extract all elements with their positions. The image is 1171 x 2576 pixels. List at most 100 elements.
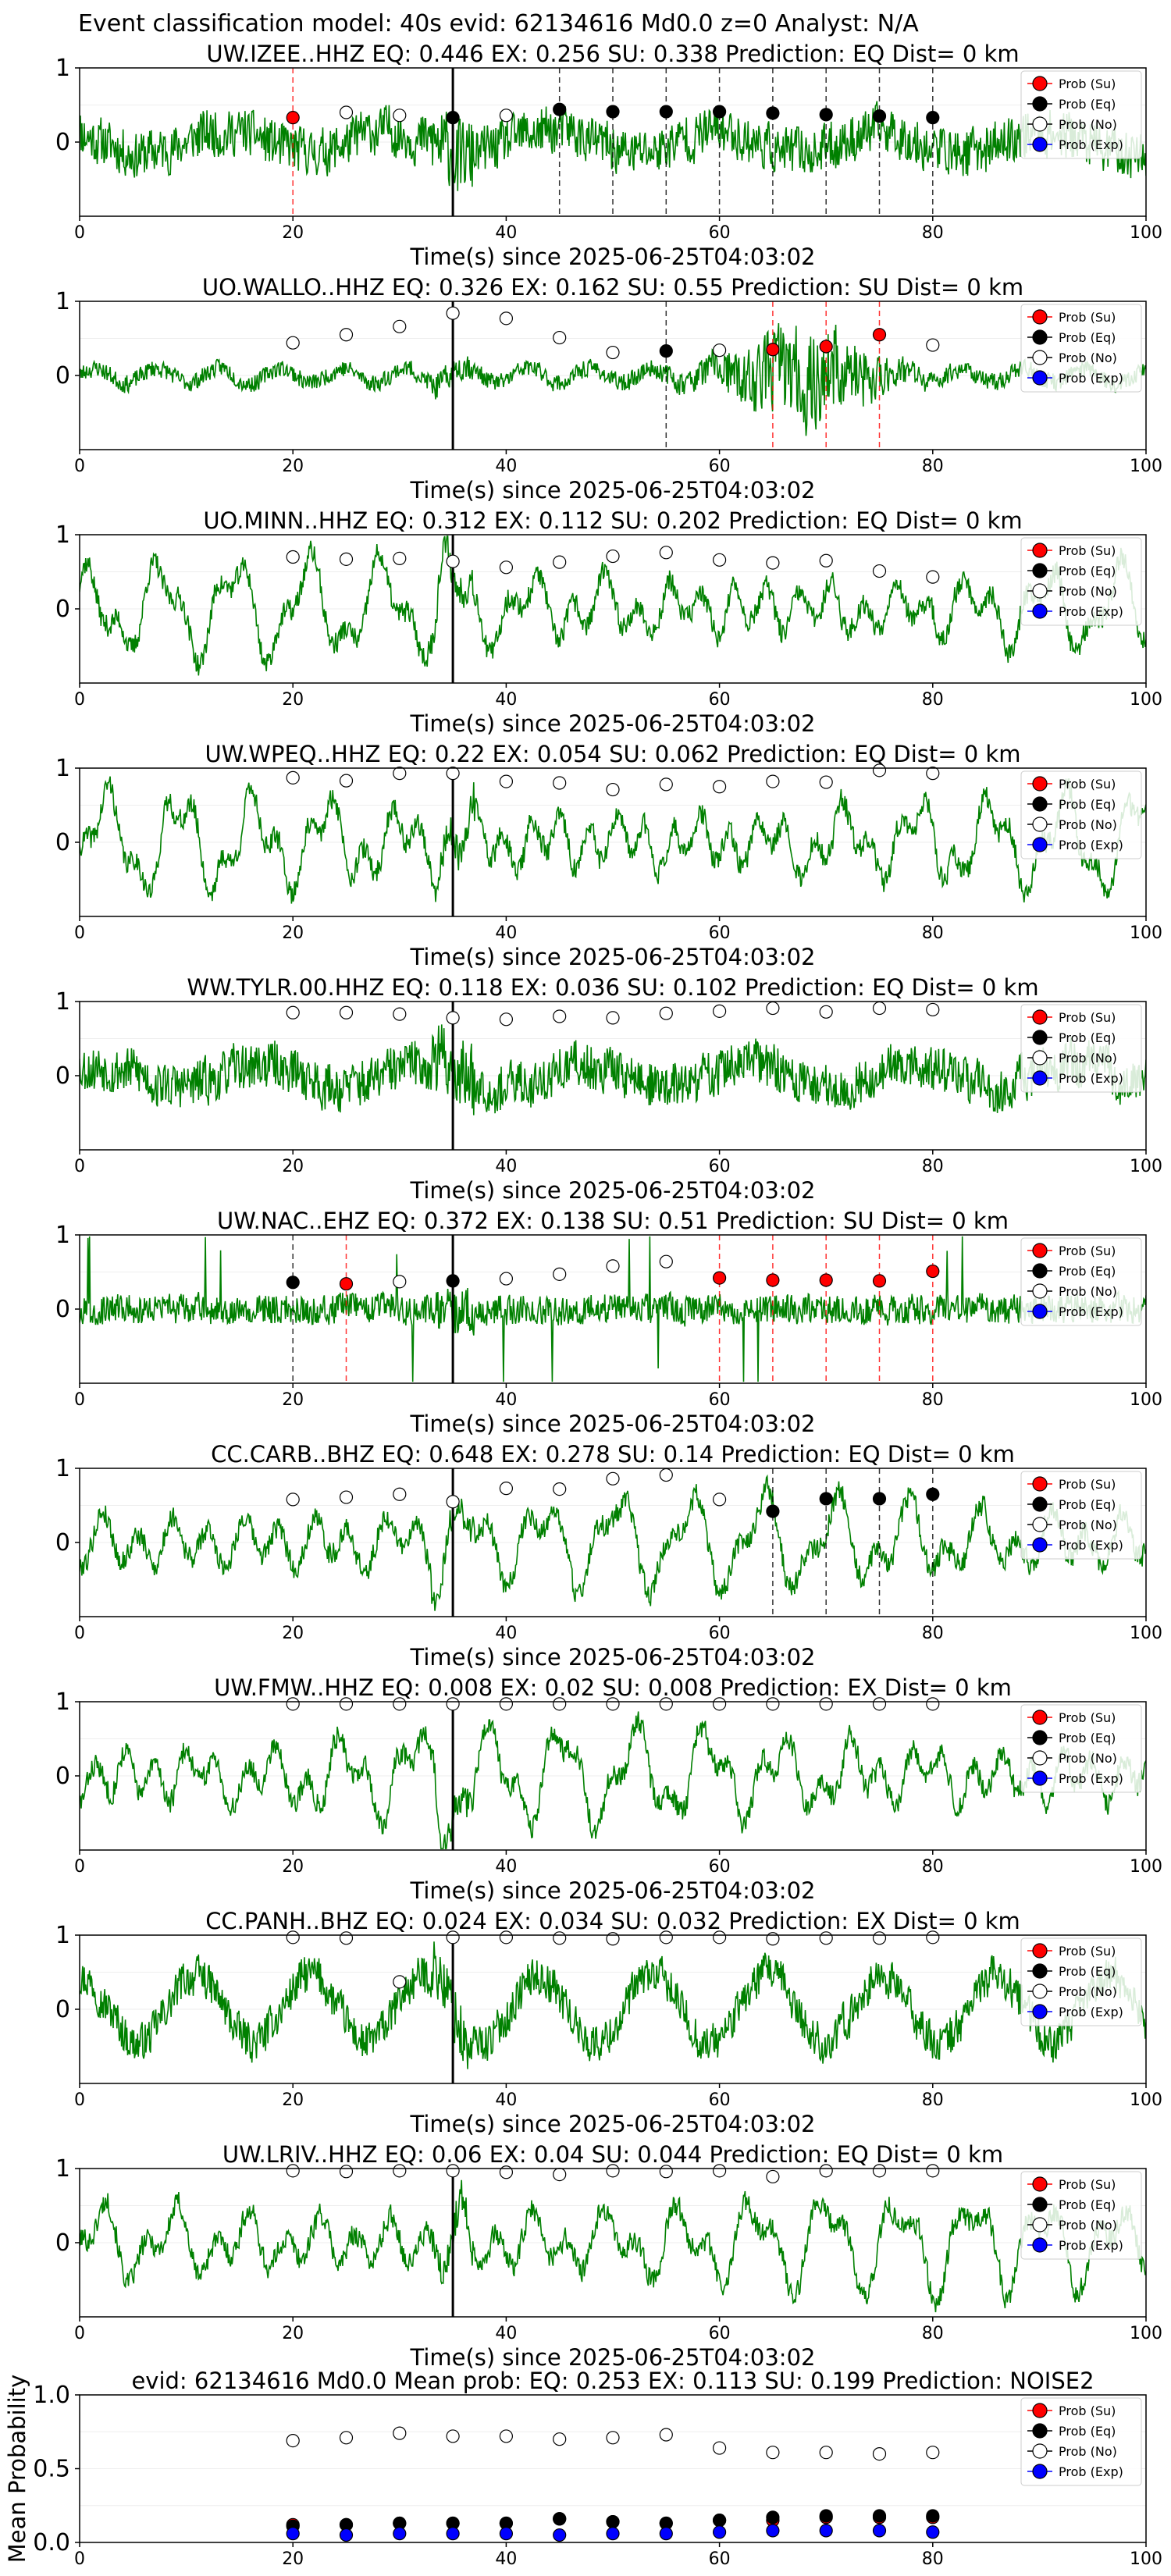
legend-label-su: Prob (Su) [1059,777,1116,792]
panel-xtick-label: 0 [74,2090,85,2110]
panel-xtick-label: 100 [1130,2090,1162,2110]
prob-marker-no [339,105,354,119]
waveform-trace [80,1236,1146,1382]
axes-frame [79,1234,1147,1384]
panel-xtick-label: 40 [495,923,517,943]
legend-label-eq: Prob (Eq) [1059,564,1116,578]
prob-marker-no [339,774,354,788]
prob-marker-su [926,1264,940,1279]
mean-axes-frame [79,2394,1147,2543]
prob-marker-su [819,1273,833,1287]
legend-box [1020,770,1142,859]
legend-label-exp: Prob (Exp) [1059,2238,1123,2253]
panel-xtick-label: 60 [709,1857,731,1877]
panel-xtick-label: 60 [709,923,731,943]
axes-frame [79,2168,1147,2318]
legend-box [1020,2171,1142,2260]
prob-marker-no [393,1487,407,1501]
legend-marker-eq [1032,1730,1048,1745]
panel-xtick-label: 60 [709,223,731,243]
prob-marker-no [286,1930,300,1944]
panel-xtick-label: 20 [282,2090,304,2110]
mean-point-no [766,2446,780,2460]
panel-xtick-label: 60 [709,2324,731,2343]
panel-xtick-label: 100 [1130,1857,1162,1877]
prob-marker-no [819,1931,833,1945]
prob-marker-no [286,550,300,564]
waveform-trace [80,322,1146,436]
legend-label-eq: Prob (Eq) [1059,1497,1116,1512]
prob-marker-no [553,555,567,569]
legend-marker-exp [1032,2237,1048,2253]
mean-point-eq [553,2512,567,2526]
legend-label-su: Prob (Su) [1059,1944,1116,1959]
legend-label-exp: Prob (Exp) [1059,1304,1123,1319]
legend-marker-exp [1032,2464,1048,2479]
panel-title: UW.NAC..EHZ EQ: 0.372 EX: 0.138 SU: 0.51… [217,1208,1009,1234]
legend-marker-su [1032,776,1048,792]
prob-marker-no [659,1006,673,1020]
prob-marker-eq [553,102,567,116]
panel-ytick-label: 1 [55,988,70,1016]
mean-point-eq [872,2509,887,2523]
mean-point-no [872,2447,887,2461]
legend-label-no: Prob (No) [1059,1517,1117,1532]
legend-label-su: Prob (Su) [1059,1010,1116,1025]
legend-marker-no [1032,116,1048,132]
prob-marker-no [712,1004,727,1018]
legend-marker-exp [1032,1770,1048,1786]
waveform-trace [80,1711,1146,1849]
axes-frame [79,1001,1147,1151]
x-axis-label: Time(s) since 2025-06-25T04:03:02 [410,2344,816,2371]
x-axis-label: Time(s) since 2025-06-25T04:03:02 [410,1411,816,1437]
prob-marker-no [659,1697,673,1711]
legend-marker-su [1032,1710,1048,1725]
prob-marker-no [659,1254,673,1268]
panel-xtick-label: 60 [709,2090,731,2110]
panel-xtick-label: 80 [922,1157,944,1176]
waveform-trace [80,1474,1146,1611]
prob-marker-no [339,328,354,342]
legend-marker-no [1032,1283,1048,1299]
panel-xtick-label: 0 [74,1157,85,1176]
panel-xtick-label: 40 [495,1157,517,1176]
legend-box [1020,1471,1142,1560]
legend-marker-no [1032,817,1048,832]
prob-marker-no [286,1493,300,1507]
legend-marker-su [1032,76,1048,91]
prob-marker-no [926,1002,940,1017]
panel-ytick-label: 0 [55,129,70,156]
waveform-trace [80,1024,1146,1115]
panel-title: UW.WPEQ..HHZ EQ: 0.22 EX: 0.054 SU: 0.06… [205,741,1021,767]
legend-label-no: Prob (No) [1059,1051,1117,1066]
legend-marker-su [1032,543,1048,558]
prob-marker-no [339,1490,354,1504]
prob-marker-no [499,774,514,788]
legend-marker-eq [1032,2197,1048,2212]
panel-title: UO.WALLO..HHZ EQ: 0.326 EX: 0.162 SU: 0.… [202,274,1023,301]
prob-marker-su [339,1277,354,1291]
prob-marker-eq [659,105,673,119]
waveform-trace [80,776,1146,904]
mean-point-exp [286,2527,300,2541]
prob-marker-eq [446,1274,460,1288]
panel-xtick-label: 80 [922,923,944,943]
panel-ytick-label: 0 [55,829,70,856]
panel-xtick-label: 100 [1130,690,1162,710]
panel-title: UW.FMW..HHZ EQ: 0.008 EX: 0.02 SU: 0.008… [214,1674,1012,1701]
prob-marker-no [766,774,780,788]
panel-ytick-label: 0 [55,1529,70,1557]
legend-label-su: Prob (Su) [1059,543,1116,558]
panel-xtick-label: 0 [74,1857,85,1877]
prob-marker-no [926,1930,940,1944]
prob-marker-no [766,1697,780,1711]
panel-xtick-label: 0 [74,223,85,243]
panel-xtick-label: 60 [709,1157,731,1176]
panel-xtick-label: 60 [709,1624,731,1643]
legend-marker-exp [1032,1537,1048,1553]
prob-marker-no [393,1007,407,1021]
mean-point-exp [659,2527,673,2541]
prob-marker-no [553,1931,567,1945]
legend-label-exp: Prob (Exp) [1059,1771,1123,1786]
